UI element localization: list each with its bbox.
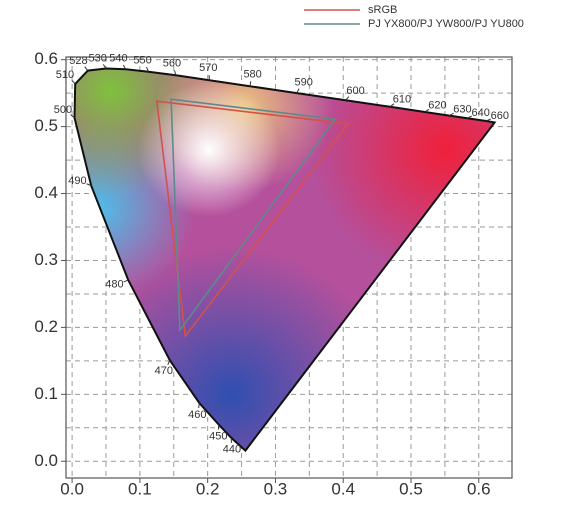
wavelength-tick [345,96,350,101]
wavelength-label: 530 [89,52,107,64]
wavelength-label: 660 [491,110,509,122]
wavelength-label: 490 [68,175,86,187]
wavelength-label: 590 [294,76,312,88]
wavelength-tick [467,115,472,119]
wavelength-tick [86,183,92,187]
wavelength-tick [102,64,107,69]
wavelength-label: 580 [243,68,261,80]
x-tick-label: 0.6 [467,479,491,498]
legend-label: sRGB [368,4,397,16]
wavelength-label: 460 [188,409,206,421]
gamut-triangle [170,98,337,333]
x-tick-label: 0.4 [331,479,355,498]
y-tick-label: 0.5 [34,116,58,135]
y-tick-label: 0.2 [34,317,58,336]
wavelength-label: 540 [109,53,127,65]
wavelength-label: 440 [223,444,241,456]
wavelength-tick [389,103,395,108]
wavelength-tick [449,112,454,117]
wavelength-label: 620 [428,99,446,111]
wavelength-label: 560 [163,58,181,70]
wavelength-label: 630 [453,104,471,116]
wavelength-label: 570 [199,62,217,74]
wavelength-label: 500 [54,104,72,116]
wavelength-label: 640 [472,107,490,119]
y-tick-label: 0.3 [34,250,58,269]
y-tick-label: 0.6 [34,49,58,68]
wavelength-tick [122,64,127,70]
wavelength-label: 550 [133,55,151,67]
wavelength-label: 610 [393,93,411,105]
wavelength-tick [249,81,252,87]
wavelength-tick [424,108,430,113]
legend-label: PJ YX800/PJ YW800/PJ YU800 [368,18,524,30]
x-tick-label: 0.5 [399,479,423,498]
x-tick-label: 0.1 [128,479,152,498]
y-tick-label: 0.4 [34,183,58,202]
wavelength-label: 450 [209,430,227,442]
y-tick-label: 0.0 [34,451,58,470]
wavelength-tick [296,88,300,94]
wavelength-tick [70,114,75,119]
wavelength-tick [198,402,200,408]
gamut-triangle [155,100,350,339]
wavelength-label: 470 [155,365,173,377]
x-tick-label: 0.0 [60,479,84,498]
wavelength-tick [174,70,177,76]
wavelength-tick [146,66,149,72]
spectral-locus [73,67,497,453]
wavelength-tick [485,118,491,122]
x-tick-label: 0.2 [196,479,220,498]
wavelength-label: 480 [105,279,123,291]
x-tick-label: 0.3 [264,479,288,498]
wavelength-tick [71,79,76,85]
plot-frame [65,56,513,479]
wavelength-label: 600 [346,85,364,97]
wavelength-label: 528 [69,55,87,67]
wavelength-tick [123,279,129,283]
wavelength-label: 510 [56,69,74,81]
y-tick-label: 0.1 [34,384,58,403]
wavelength-tick [167,360,171,365]
wavelength-tick [84,66,89,71]
